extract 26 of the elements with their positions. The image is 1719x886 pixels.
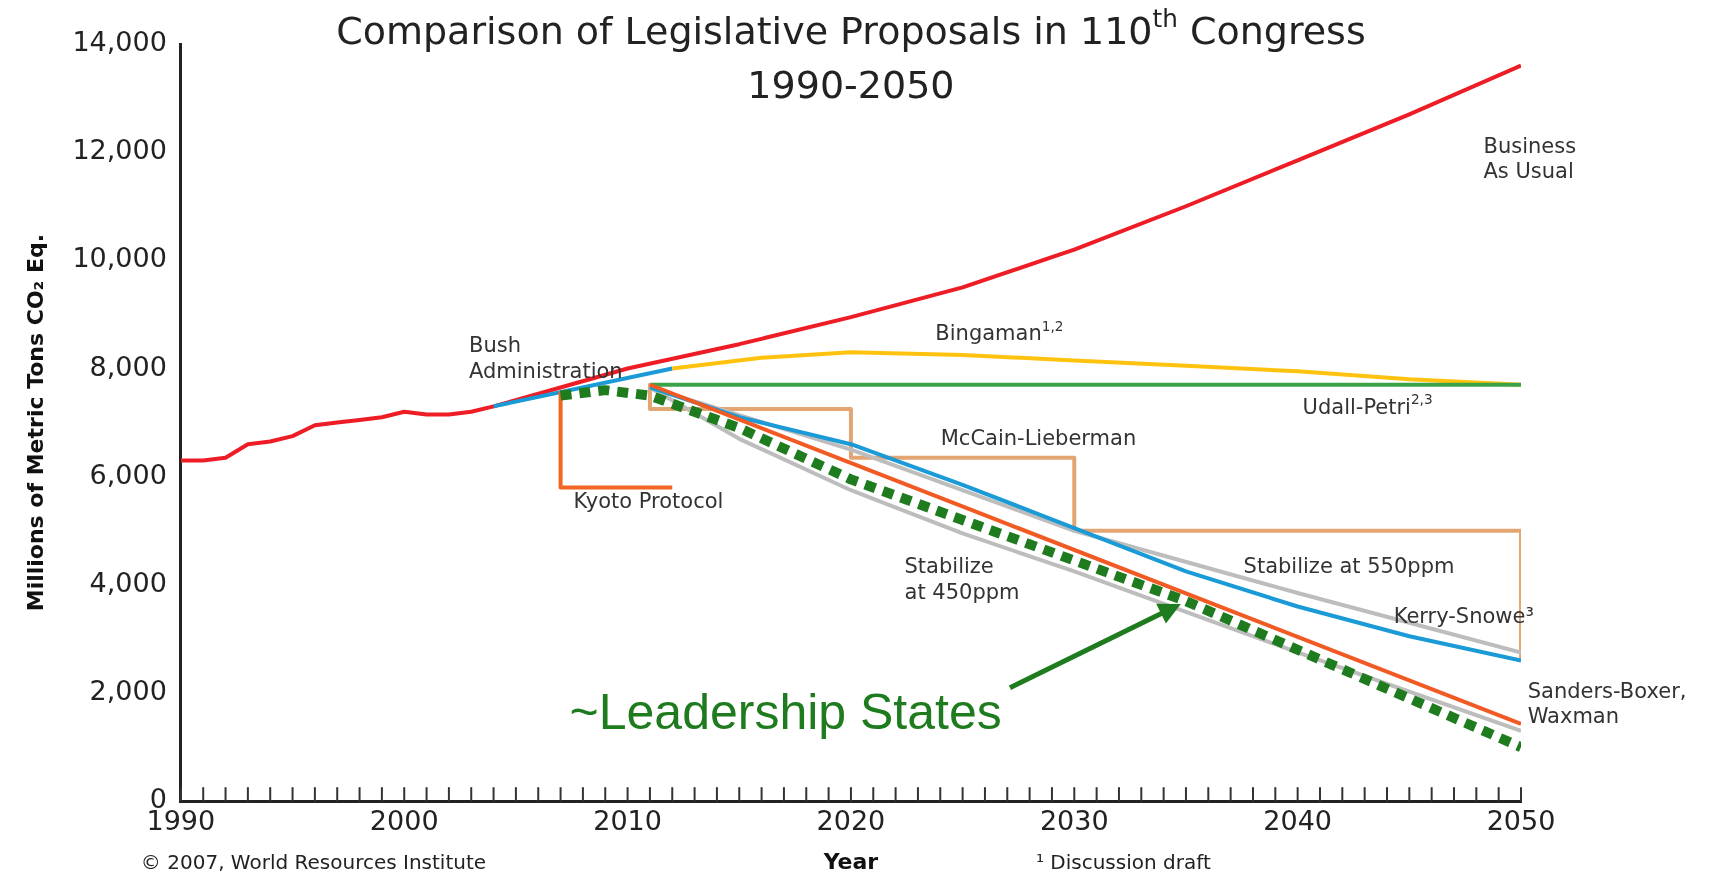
x-tick-label: 2040 xyxy=(1263,805,1333,837)
text: ~Leadership States xyxy=(569,683,1002,740)
series-label: Bush Administration xyxy=(469,333,623,383)
x-tick-label: 2010 xyxy=(593,805,662,837)
y-tick-label: 12,000 xyxy=(72,134,167,166)
text: Business As Usual xyxy=(1483,134,1577,184)
y-tick-label: 10,000 xyxy=(72,242,167,274)
y-tick-label: 6,000 xyxy=(89,458,167,490)
series-label: Sanders-Boxer, Waxman xyxy=(1527,678,1687,728)
y-tick-label: 4,000 xyxy=(89,566,167,598)
x-tick-label: 2030 xyxy=(1039,805,1109,837)
y-tick-label: 2,000 xyxy=(89,675,167,707)
text: ¹ Discussion draft xyxy=(1035,850,1211,875)
x-tick-label: 2050 xyxy=(1486,805,1556,837)
y-tick-label: 8,000 xyxy=(89,350,167,382)
x-tick-label: 2020 xyxy=(816,805,886,837)
text: 1990-2050 xyxy=(747,62,955,107)
series-label: McCain-Lieberman xyxy=(940,425,1137,450)
series-label: Stabilize at 550ppm xyxy=(1243,554,1455,579)
x-axis-title: Year xyxy=(822,848,879,874)
series-label: Stabilize at 450ppm xyxy=(904,554,1020,604)
y-tick-label: 14,000 xyxy=(72,26,167,58)
series-label: Kyoto Protocol xyxy=(573,489,724,514)
x-tick-label: 2000 xyxy=(369,805,439,837)
y-axis-title: Millions of Metric Tons CO₂ Eq. xyxy=(22,233,48,612)
text: © 2007, World Resources Institute xyxy=(140,850,487,875)
